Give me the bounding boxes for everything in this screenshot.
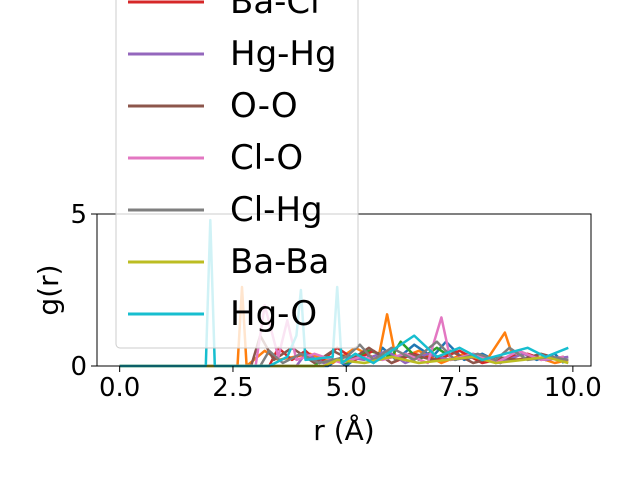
legend-label: O-O	[230, 86, 298, 126]
y-tick-label: 5	[70, 200, 87, 230]
x-axis: 0.0 2.5 5.0 7.5 10.0	[99, 366, 602, 403]
y-axis-label: g(r)	[32, 264, 65, 315]
x-tick-label: 7.5	[439, 373, 480, 403]
legend-label: Ba-Cl	[230, 0, 320, 22]
legend-label: Ba-Ba	[230, 242, 329, 282]
series-line-ba-ba	[119, 355, 569, 368]
y-tick-label: 0	[70, 352, 87, 382]
legend-label: Cl-O	[230, 138, 303, 178]
series-layer	[119, 218, 569, 368]
series-line-cl-hg	[119, 340, 569, 368]
legend: Ba-Cl Hg-Hg O-O Cl-O Cl-Hg Ba-Ba Hg-O	[115, 0, 359, 349]
x-axis-label: r (Å)	[313, 413, 374, 447]
x-tick-label: 2.5	[212, 373, 253, 403]
legend-label: Hg-O	[230, 294, 317, 334]
x-tick-label: 10.0	[544, 373, 602, 403]
y-axis: 05	[70, 200, 97, 382]
series-line-hg-hg	[119, 349, 569, 368]
x-tick-label: 5.0	[326, 373, 367, 403]
legend-label: Cl-Hg	[230, 190, 323, 230]
x-tick-label: 0.0	[99, 373, 140, 403]
legend-label: Hg-Hg	[230, 34, 337, 74]
